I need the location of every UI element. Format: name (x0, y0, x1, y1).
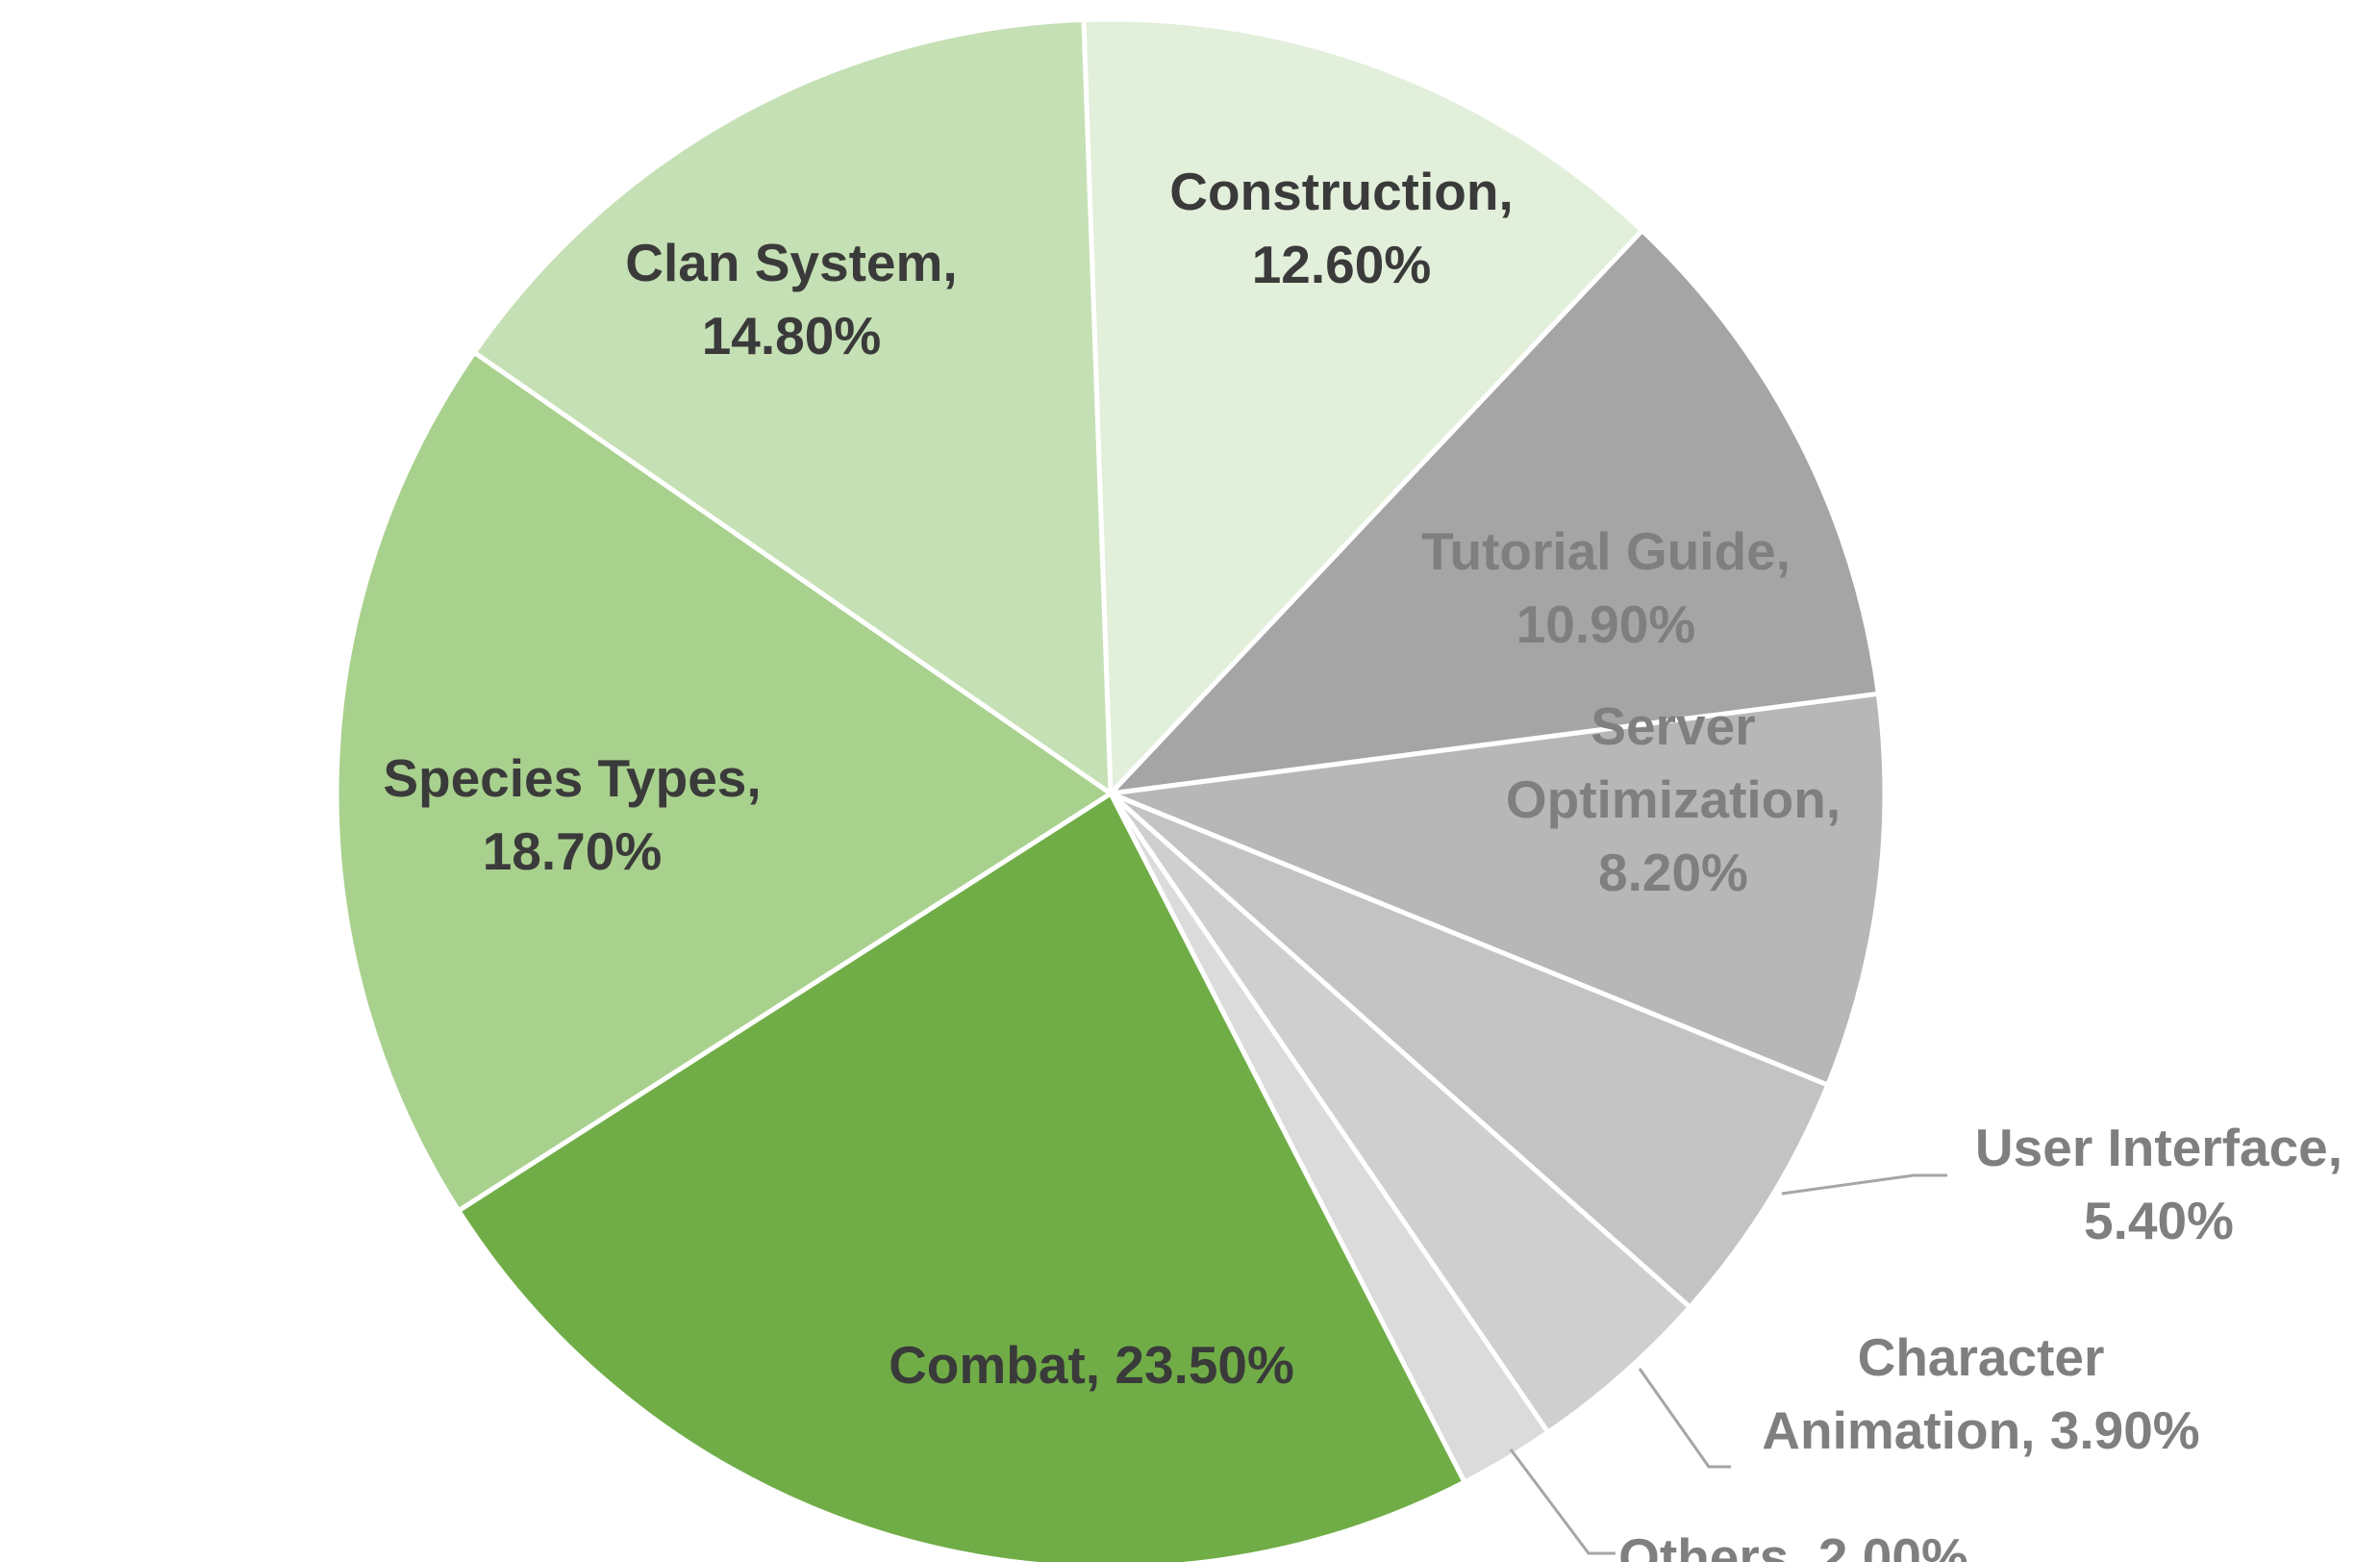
slice-labels: Construction, 12.60% Tutorial Guide, 10.90%… (383, 162, 2342, 1562)
slice-label-character-animation: Character Animation, 3.90% (1762, 1327, 2199, 1460)
slice-label-line: 14.80% (702, 306, 882, 365)
slice-label-line: Animation, 3.90% (1762, 1400, 2199, 1460)
pie-slice-combat (456, 791, 1467, 1562)
slice-label-line: 18.70% (483, 821, 663, 881)
slice-label-line: Optimization, (1506, 769, 1841, 829)
pie-slice-construction (1081, 16, 1645, 796)
slice-label-line: 5.40% (2084, 1191, 2234, 1250)
slice-label-server-optimization: Server Optimization, 8.20% (1506, 696, 1841, 902)
slice-label-line: Clan System, (625, 233, 957, 292)
slice-label-user-interface: User Interface, 5.40% (1975, 1118, 2342, 1250)
slice-label-species-types: Species Types, 18.70% (383, 748, 761, 881)
pie-slice-character-animation (1108, 791, 1692, 1435)
slice-label-line: 8.20% (1598, 843, 1748, 902)
leader-line-user-interface (1781, 1173, 1947, 1196)
leader-lines (1509, 1173, 1947, 1555)
pie-slices (334, 16, 1888, 1562)
pie-slice-server-optimization (1108, 691, 1888, 1088)
slice-label-line: 10.90% (1516, 594, 1696, 654)
slice-label-combat: Combat, 23.50% (889, 1335, 1294, 1395)
slice-label-construction: Construction, 12.60% (1169, 162, 1513, 294)
slice-label-line: 12.60% (1252, 235, 1432, 294)
pie-slice-tutorial-guide (1108, 228, 1881, 796)
slice-label-clan-system: Clan System, 14.80% (625, 233, 957, 365)
slice-label-line: Character (1858, 1327, 2105, 1387)
pie-slice-clan-system (471, 16, 1114, 796)
slice-label-line: Tutorial Guide, (1421, 521, 1791, 581)
pie-slice-species-types (334, 350, 1114, 1214)
slice-label-others: Others, 2.00% (1618, 1527, 1968, 1562)
leader-line-others (1509, 1449, 1616, 1555)
slice-label-line: Others, 2.00% (1618, 1527, 1968, 1562)
slice-label-line: User Interface, (1975, 1118, 2342, 1177)
slice-label-line: Species Types, (383, 748, 761, 808)
slice-label-line: Server (1591, 696, 1755, 756)
slice-label-tutorial-guide: Tutorial Guide, 10.90% (1421, 521, 1791, 654)
leader-line-character-animation (1638, 1368, 1731, 1469)
slice-label-line: Combat, 23.50% (889, 1335, 1294, 1395)
pie-slice-user-interface (1108, 791, 1831, 1310)
slice-label-line: Construction, (1169, 162, 1513, 221)
